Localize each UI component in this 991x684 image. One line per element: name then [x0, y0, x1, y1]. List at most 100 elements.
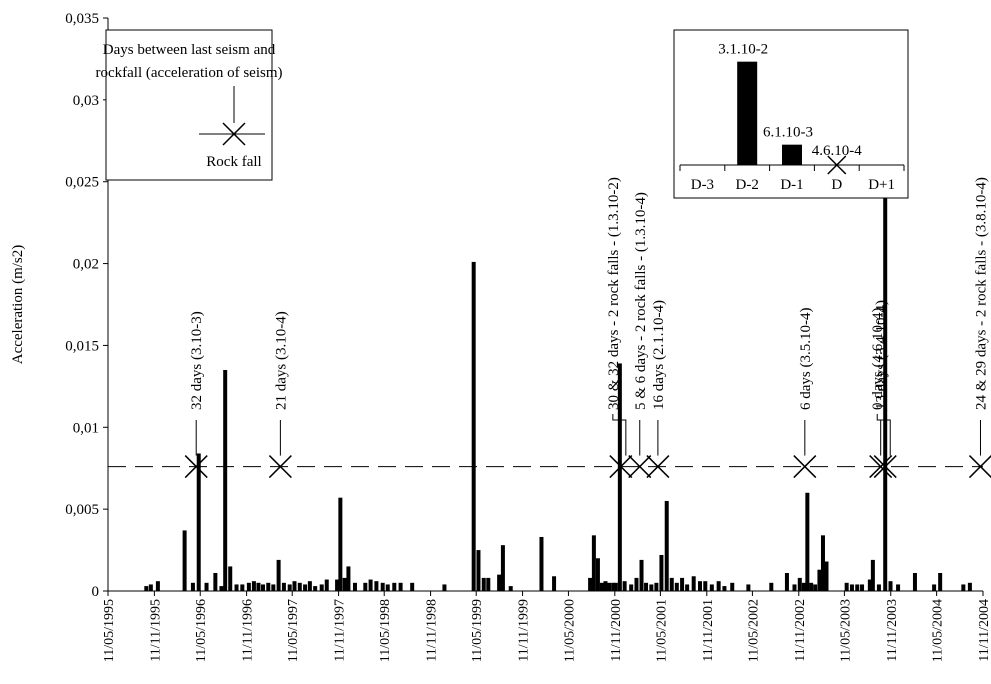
data-bar: [324, 579, 329, 591]
data-bar: [471, 261, 476, 591]
data-bar: [809, 582, 814, 591]
data-bar: [292, 581, 297, 591]
x-tick-label: 11/11/2003: [885, 599, 900, 662]
y-tick-label: 0,02: [73, 257, 99, 273]
data-bar: [276, 559, 281, 591]
data-bar: [722, 586, 727, 591]
data-bar: [703, 581, 708, 591]
data-bar: [303, 584, 308, 591]
data-bar: [342, 577, 347, 591]
data-bar: [629, 584, 634, 591]
data-bar: [256, 582, 261, 591]
data-bar: [497, 574, 502, 591]
data-bar: [709, 584, 714, 591]
rockfall-marker: 24 & 29 days - 2 rock falls - (3.8.10-4): [968, 177, 991, 479]
x-tick-label: 11/05/1998: [378, 599, 393, 662]
data-bar: [155, 581, 160, 591]
data-bar: [374, 581, 379, 591]
data-bar: [669, 577, 674, 591]
rockfall-label: 30 & 32 days - 2 rock falls - (1.3.10-2): [606, 177, 622, 410]
data-bar: [486, 577, 491, 591]
data-bar: [591, 535, 596, 591]
data-bar: [144, 586, 149, 591]
data-bar: [196, 453, 201, 591]
data-bar: [335, 579, 340, 591]
rockfall-marker: 5 & 6 days - 2 rock falls - (1.3.10-4): [628, 192, 652, 479]
data-bar: [352, 582, 357, 591]
data-bar: [855, 584, 860, 591]
data-bar: [817, 569, 822, 591]
data-bar: [219, 586, 224, 591]
rockfall-label: 0 days (4.6.10-4): [870, 308, 886, 410]
x-tick-label: 11/11/1997: [333, 599, 348, 662]
rockfall-label: 24 & 29 days - 2 rock falls - (3.8.10-4): [973, 177, 989, 410]
data-bar: [385, 584, 390, 591]
rockfall-cross-icon: [869, 455, 893, 479]
data-bar: [599, 582, 604, 591]
data-bar: [824, 561, 829, 591]
rockfall-cross-icon: [609, 455, 633, 479]
data-bar: [769, 582, 774, 591]
data-bar: [588, 577, 593, 591]
rockfall-marker: 0 days (4.6.10-4): [870, 308, 897, 479]
data-bar: [961, 584, 966, 591]
data-bar: [148, 584, 153, 591]
data-bar: [938, 572, 943, 591]
inset-chart: 3.1.10-2 6.1.10-3 4.6.10-4 D-3 D-2 D-1 D D+1: [673, 29, 909, 199]
legend-cross-icon: [222, 122, 246, 146]
data-bar: [860, 584, 865, 591]
y-axis-ticks: 0 0,005 0,01 0,015 0,02 0,025 0,03 0,035: [65, 11, 108, 600]
data-bar: [611, 582, 616, 591]
legend-text-line2: rockfall (acceleration of seism): [96, 65, 283, 81]
rockfall-cross-icon: [184, 455, 208, 479]
data-bar: [730, 582, 735, 591]
data-bar: [246, 582, 251, 591]
rockfall-leader-line: [612, 414, 627, 456]
data-bar: [870, 559, 875, 591]
inset-data-label: 4.6.10-4: [812, 143, 862, 159]
data-bar: [932, 584, 937, 591]
inset-category-label: D: [831, 177, 842, 193]
data-bar: [281, 582, 286, 591]
y-tick-label: 0,005: [65, 502, 99, 518]
x-tick-label: 11/05/2002: [746, 599, 761, 662]
rockfall-marker: 30 & 32 days - 2 rock falls - (1.3.10-2): [606, 177, 633, 479]
inset-data-label: 6.1.10-3: [763, 125, 813, 141]
data-bar: [691, 576, 696, 591]
rockfall-label: 32 days (3.10-3): [189, 311, 205, 410]
inset-category-label: D-3: [691, 177, 714, 193]
x-tick-label: 11/05/2001: [654, 599, 669, 662]
inset-axis: D-3 D-2 D-1 D D+1: [679, 164, 905, 193]
data-bar: [792, 584, 797, 591]
rockfall-marker: 32 days (3.10-3): [184, 311, 208, 479]
data-bar: [883, 90, 888, 591]
data-bar: [228, 566, 233, 591]
data-bar: [659, 554, 664, 591]
data-bar: [613, 582, 618, 591]
data-bar: [539, 536, 544, 591]
legend-box: Days between last seism and rockfall (ac…: [96, 29, 283, 181]
x-tick-label: 11/11/2001: [701, 599, 716, 662]
rockfall-cross-icon: [628, 455, 652, 479]
rockfall-marker: 6 days (3.5.10-4): [793, 308, 817, 479]
data-bar: [617, 363, 622, 591]
y-tick-label: 0: [92, 584, 100, 600]
rockfall-label: 21 days (3.10-4): [273, 311, 289, 410]
rockfall-marker: 21 days (3.10-4): [268, 311, 292, 479]
data-bar: [896, 584, 901, 591]
inset-category-label: D-2: [736, 177, 759, 193]
data-bar: [363, 582, 368, 591]
data-bar: [634, 577, 639, 591]
data-bar: [346, 566, 351, 591]
rockfall-marker: 13 days (3.4.10-4): [869, 300, 893, 479]
data-bar: [260, 584, 265, 591]
data-bar: [644, 582, 649, 591]
rockfall-cross-icon: [646, 455, 670, 479]
y-tick-label: 0,025: [65, 175, 99, 191]
y-tick-label: 0,015: [65, 338, 99, 354]
x-tick-label: 11/05/2003: [838, 599, 853, 662]
data-bar: [805, 492, 810, 591]
rockfall-label: 16 days (2.1.10-4): [651, 300, 667, 410]
bar-series: [144, 90, 972, 591]
